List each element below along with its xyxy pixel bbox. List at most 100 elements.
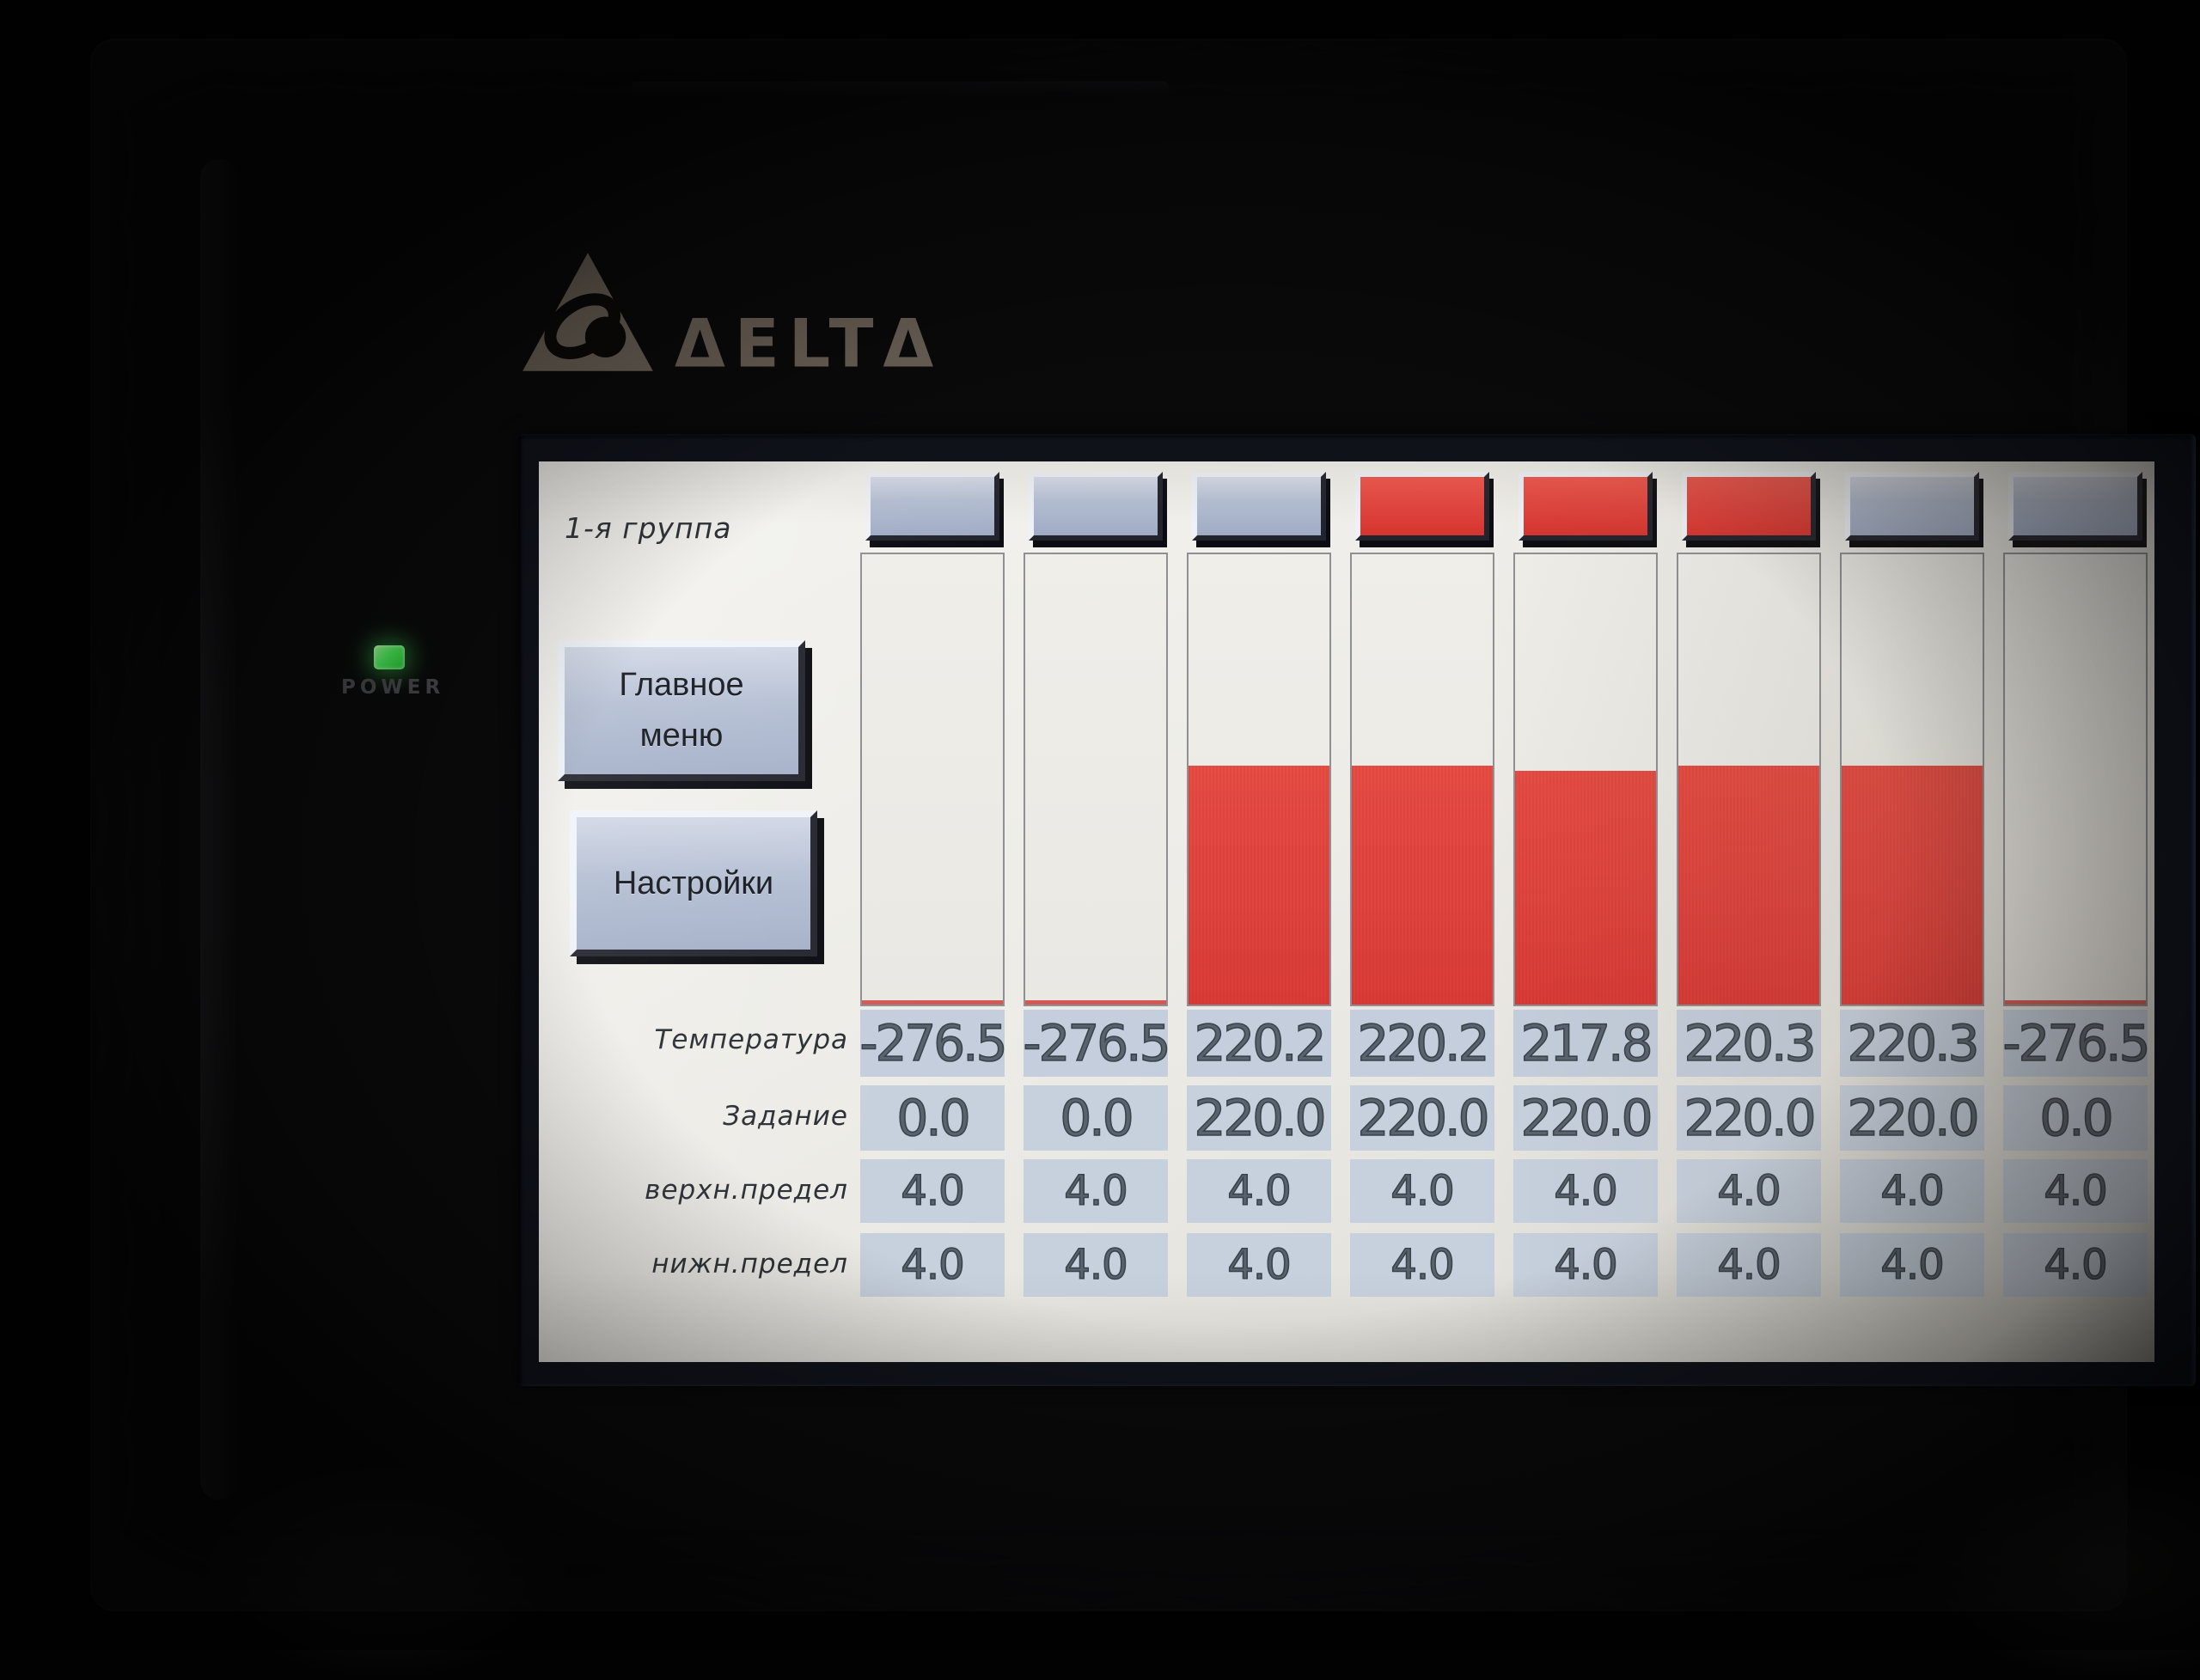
main-menu-button[interactable]: Главное меню: [558, 640, 805, 781]
row-label-temperature: Температура: [547, 1024, 848, 1055]
temperature-bar-gauge: [1513, 553, 1658, 1006]
bezel-left-edge-glint: [200, 159, 238, 1500]
lower-limit-value: 4.0: [2044, 1241, 2106, 1289]
temperature-value-cell: -276.5: [860, 1010, 1005, 1077]
temperature-value-cell: -276.5: [1024, 1010, 1168, 1077]
bar-baseline: [862, 1000, 1003, 1005]
setpoint-value: 0.0: [2039, 1089, 2111, 1147]
upper-limit-value-cell[interactable]: 4.0: [1187, 1159, 1331, 1223]
lower-limit-value-cell[interactable]: 4.0: [1840, 1233, 1984, 1297]
channel-column-5: 217.8 220.0 4.0 4.0: [1513, 472, 1658, 1297]
bar-fill: [1515, 771, 1656, 1005]
bezel-corner-reflection: [1912, 1448, 2200, 1680]
screen-content: 1-я группа Главное меню Настройки Темпер…: [539, 461, 2154, 1362]
channel-column-7: 220.3 220.0 4.0 4.0: [1840, 472, 1984, 1297]
temperature-bar-gauge: [2003, 553, 2148, 1006]
power-led: [374, 645, 405, 669]
setpoint-value-cell[interactable]: 220.0: [1840, 1085, 1984, 1151]
row-label-lower-limit: нижн.предел: [547, 1249, 848, 1280]
temperature-value-cell: 220.2: [1187, 1010, 1331, 1077]
channel-indicator-button-6[interactable]: [1682, 472, 1816, 541]
channel-column-2: -276.5 0.0 4.0 4.0: [1024, 472, 1168, 1297]
temperature-value-cell: 220.3: [1677, 1010, 1821, 1077]
setpoint-value: 0.0: [1060, 1089, 1131, 1147]
temperature-bar-gauge: [1187, 553, 1331, 1006]
lower-limit-value-cell[interactable]: 4.0: [1677, 1233, 1821, 1297]
temperature-value: 220.2: [1194, 1014, 1323, 1072]
lower-limit-value-cell[interactable]: 4.0: [860, 1233, 1005, 1297]
lower-limit-value: 4.0: [1717, 1241, 1780, 1289]
channel-indicator-button-7[interactable]: [1845, 472, 1979, 541]
temperature-bar-gauge: [1677, 553, 1821, 1006]
bar-fill: [1678, 766, 1819, 1005]
hmi-screen: 1-я группа Главное меню Настройки Темпер…: [518, 434, 2196, 1386]
settings-button-label: Настройки: [614, 858, 773, 909]
temperature-value: -276.5: [860, 1014, 1005, 1072]
setpoint-value-cell[interactable]: 220.0: [1513, 1085, 1658, 1151]
temperature-value-cell: 217.8: [1513, 1010, 1658, 1077]
channel-column-3: 220.2 220.0 4.0 4.0: [1187, 472, 1331, 1297]
temperature-bar-gauge: [1840, 553, 1984, 1006]
upper-limit-value-cell[interactable]: 4.0: [2003, 1159, 2148, 1223]
lower-limit-value: 4.0: [1390, 1241, 1453, 1289]
setpoint-value: 220.0: [1520, 1089, 1650, 1147]
power-led-label: POWER: [341, 676, 444, 699]
channel-column-6: 220.3 220.0 4.0 4.0: [1677, 472, 1821, 1297]
channel-indicator-button-4[interactable]: [1355, 472, 1489, 541]
setpoint-value: 220.0: [1194, 1089, 1323, 1147]
lower-limit-value-cell[interactable]: 4.0: [1187, 1233, 1331, 1297]
delta-triangle-logo-icon: [520, 250, 656, 374]
bar-fill: [1352, 766, 1493, 1005]
channel-indicator-button-2[interactable]: [1029, 472, 1163, 541]
setpoint-value-cell[interactable]: 0.0: [860, 1085, 1005, 1151]
upper-limit-value: 4.0: [1880, 1167, 1943, 1215]
bar-fill: [1189, 766, 1329, 1005]
lower-limit-value-cell[interactable]: 4.0: [1350, 1233, 1494, 1297]
setpoint-value: 220.0: [1847, 1089, 1977, 1147]
setpoint-value: 220.0: [1684, 1089, 1813, 1147]
upper-limit-value-cell[interactable]: 4.0: [1677, 1159, 1821, 1223]
upper-limit-value-cell[interactable]: 4.0: [1840, 1159, 1984, 1223]
temperature-value: 217.8: [1520, 1014, 1650, 1072]
setpoint-value-cell[interactable]: 220.0: [1187, 1085, 1331, 1151]
bezel-corner-reflection: [202, 1465, 571, 1680]
upper-limit-value-cell[interactable]: 4.0: [1513, 1159, 1658, 1223]
channel-column-1: -276.5 0.0 4.0 4.0: [860, 472, 1005, 1297]
settings-button[interactable]: Настройки: [570, 810, 817, 956]
temperature-bar-gauge: [1024, 553, 1168, 1006]
lower-limit-value-cell[interactable]: 4.0: [1024, 1233, 1168, 1297]
lower-limit-value: 4.0: [1227, 1241, 1290, 1289]
setpoint-value-cell[interactable]: 220.0: [1350, 1085, 1494, 1151]
channel-indicator-button-1[interactable]: [865, 472, 999, 541]
temperature-value-cell: 220.2: [1350, 1010, 1494, 1077]
channel-indicator-button-5[interactable]: [1519, 472, 1653, 541]
lower-limit-value: 4.0: [901, 1241, 963, 1289]
upper-limit-value: 4.0: [1554, 1167, 1616, 1215]
setpoint-value-cell[interactable]: 0.0: [1024, 1085, 1168, 1151]
upper-limit-value-cell[interactable]: 4.0: [860, 1159, 1005, 1223]
lower-limit-value-cell[interactable]: 4.0: [1513, 1233, 1658, 1297]
upper-limit-value: 4.0: [2044, 1167, 2106, 1215]
temperature-value: -276.5: [1024, 1014, 1168, 1072]
temperature-value-cell: 220.3: [1840, 1010, 1984, 1077]
setpoint-value-cell[interactable]: 220.0: [1677, 1085, 1821, 1151]
bar-baseline: [1025, 1000, 1166, 1005]
channel-indicator-button-8[interactable]: [2008, 472, 2142, 541]
upper-limit-value: 4.0: [1064, 1167, 1127, 1215]
upper-limit-value: 4.0: [901, 1167, 963, 1215]
temperature-bar-gauge: [860, 553, 1005, 1006]
delta-brand: ΔELTΔ: [520, 245, 943, 374]
row-label-setpoint: Задание: [547, 1101, 848, 1132]
main-menu-button-label-line1: Главное: [619, 660, 743, 711]
lower-limit-value-cell[interactable]: 4.0: [2003, 1233, 2148, 1297]
setpoint-value-cell[interactable]: 0.0: [2003, 1085, 2148, 1151]
channel-indicator-button-3[interactable]: [1192, 472, 1326, 541]
bar-baseline: [2005, 1000, 2146, 1005]
main-menu-button-label-line2: меню: [640, 711, 724, 761]
channel-column-8: -276.5 0.0 4.0 4.0: [2003, 472, 2148, 1297]
group-label: 1-я группа: [565, 511, 731, 545]
channel-columns: -276.5 0.0 4.0 4.0 -276.5 0.0 4.0 4.0: [860, 472, 2154, 1331]
hmi-panel-bezel: ΔELTΔ POWER 1-я группа Главное меню Наст…: [90, 39, 2127, 1611]
upper-limit-value-cell[interactable]: 4.0: [1350, 1159, 1494, 1223]
upper-limit-value-cell[interactable]: 4.0: [1024, 1159, 1168, 1223]
